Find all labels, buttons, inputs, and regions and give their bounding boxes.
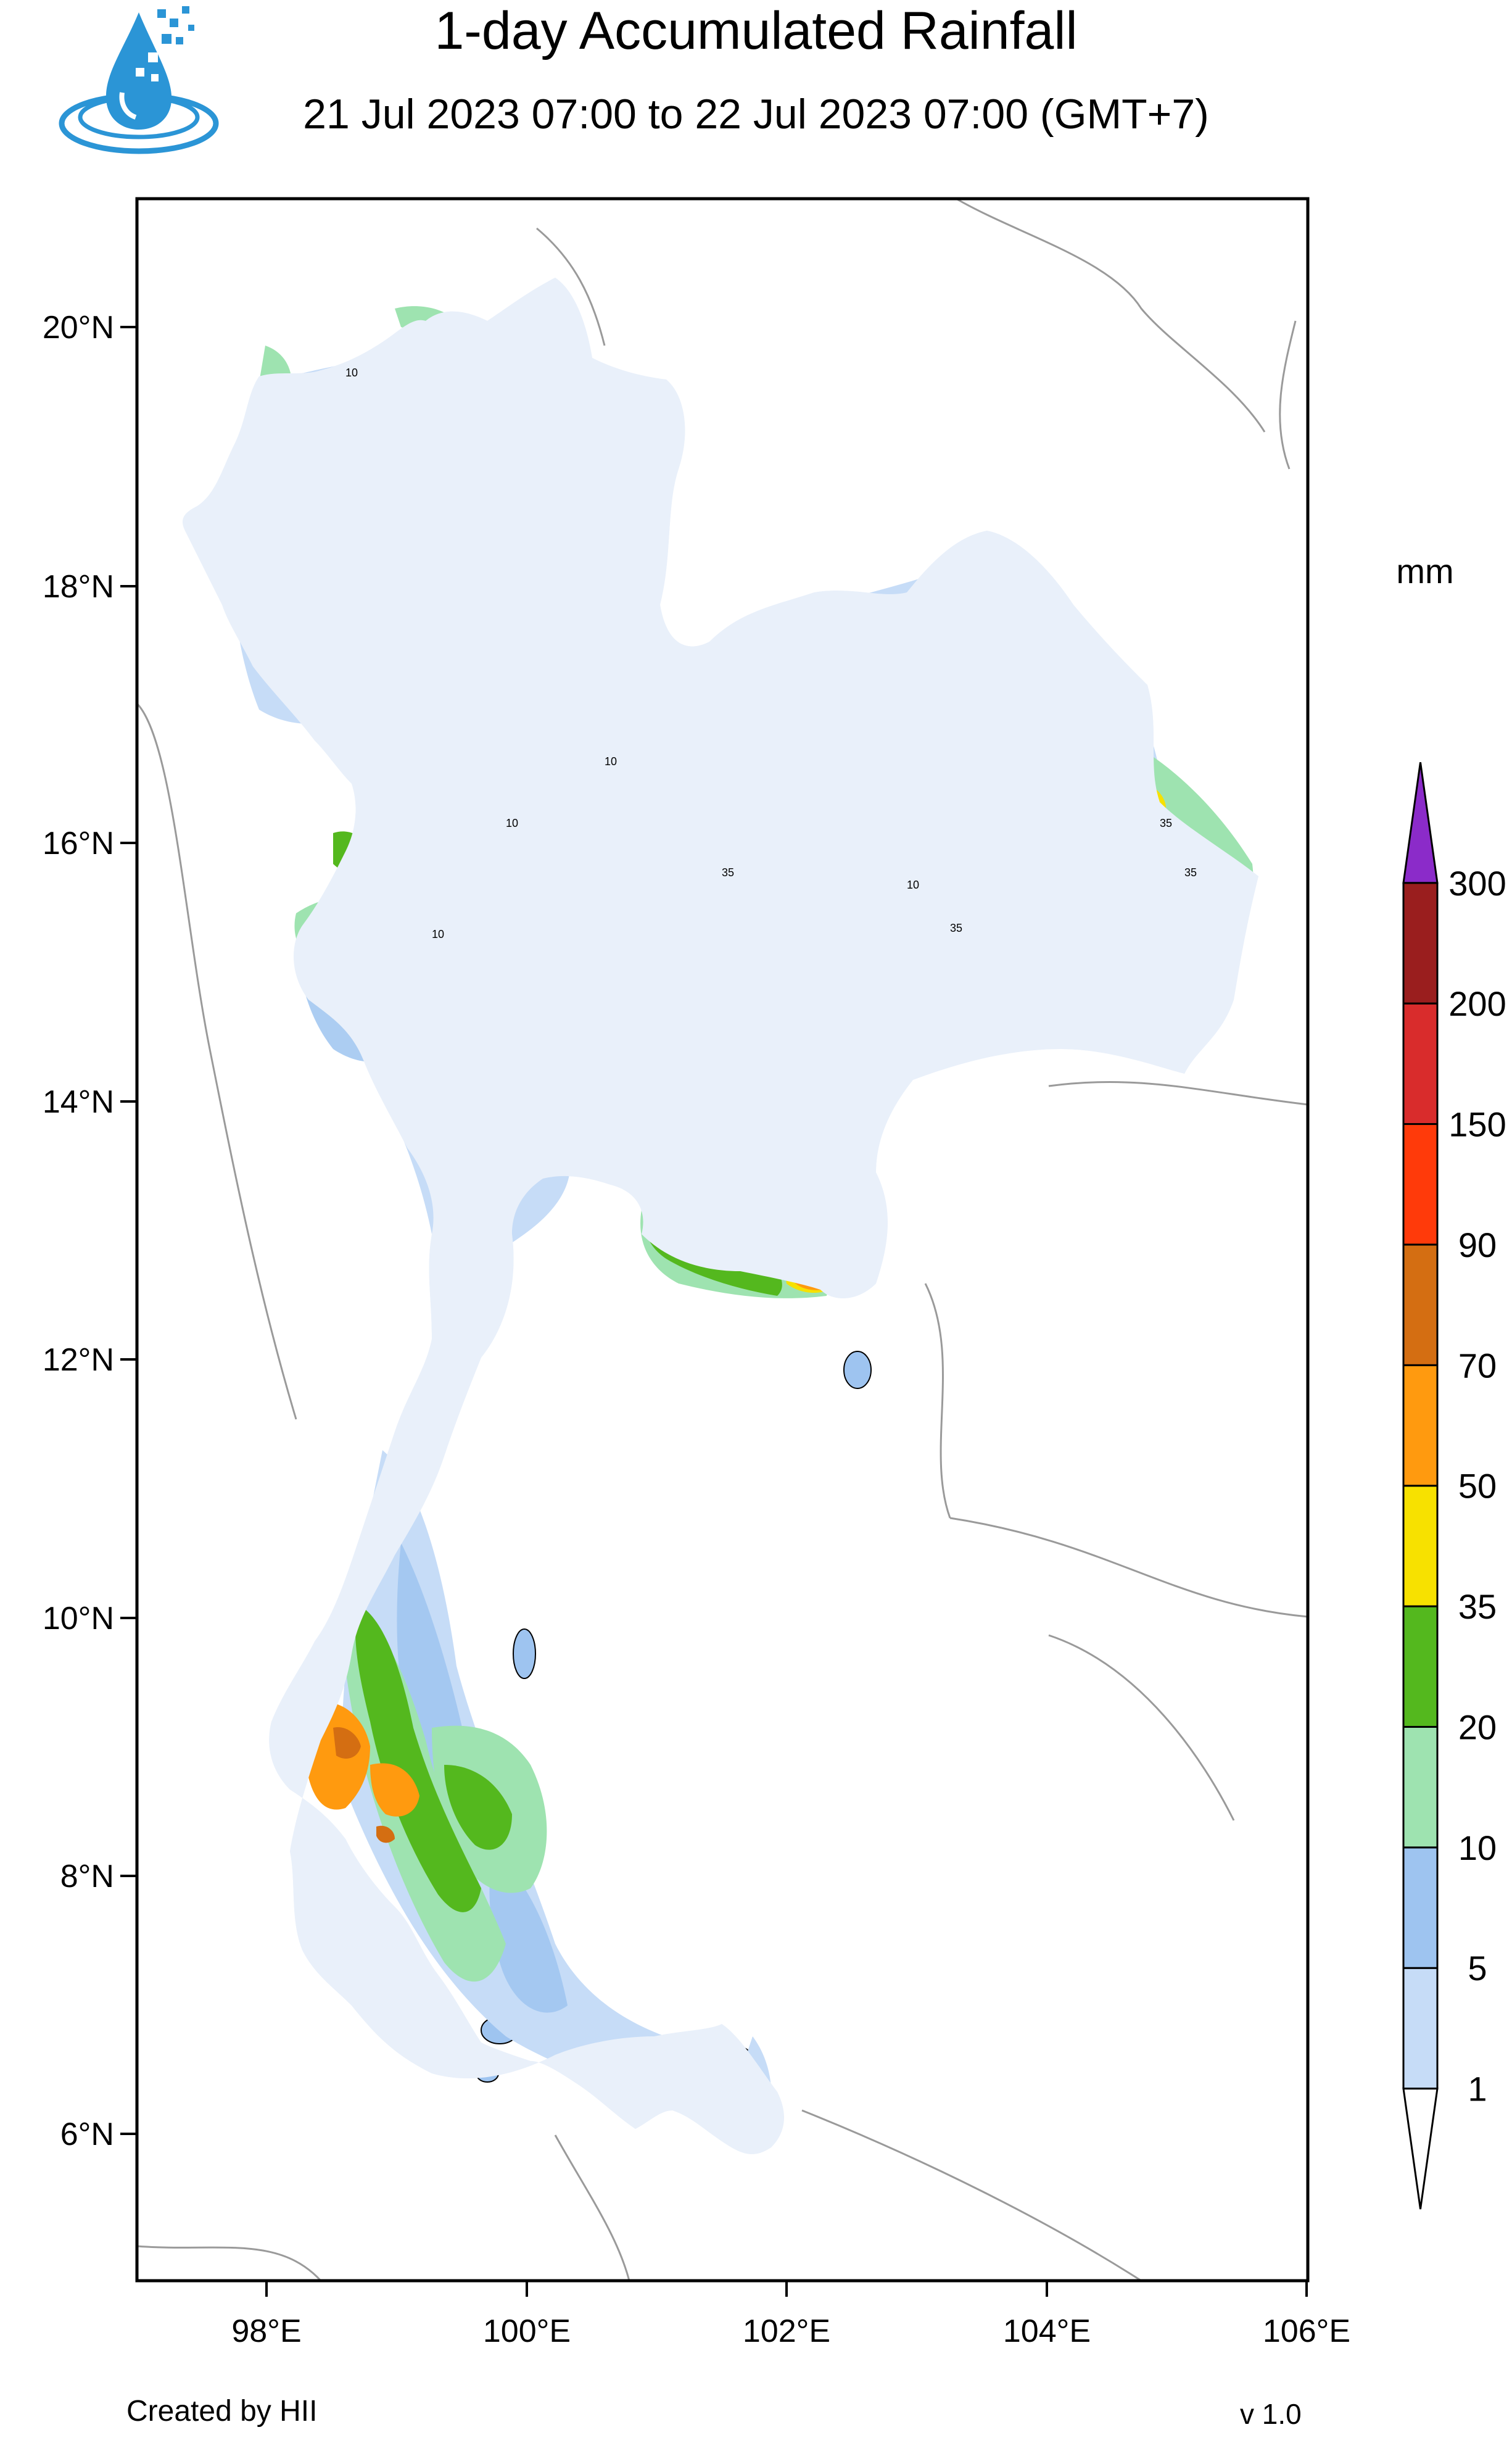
legend-swatch	[1402, 1725, 1439, 1849]
lat-label: 6°N	[60, 2117, 114, 2152]
legend-swatch	[1402, 2088, 1439, 2210]
svg-text:10: 10	[345, 367, 358, 379]
lon-label: 104°E	[1003, 2313, 1091, 2349]
legend-swatch	[1402, 1967, 1439, 2090]
contour-labels: 10 10 10 10 35 35 35 35 10	[345, 367, 1197, 940]
svg-text:10: 10	[907, 879, 919, 891]
svg-text:10: 10	[605, 755, 617, 768]
longitude-labels: 98°E 100°E 102°E 104°E 106°E	[231, 2313, 1350, 2349]
lat-label: 12°N	[43, 1342, 114, 1378]
lat-label: 14°N	[43, 1084, 114, 1120]
legend-swatch	[1402, 1002, 1439, 1126]
lon-label: 106°E	[1263, 2313, 1350, 2349]
svg-text:35: 35	[1184, 866, 1197, 879]
legend-label: 10	[1458, 1828, 1497, 1867]
version-text: v 1.0	[1240, 2398, 1302, 2430]
lat-label: 16°N	[43, 826, 114, 861]
neighbor-borders	[137, 199, 1308, 2281]
map-subtitle: 21 Jul 2023 07:00 to 22 Jul 2023 07:00 (…	[303, 91, 1209, 138]
legend-label: 150	[1448, 1105, 1506, 1144]
legend-label: 50	[1458, 1467, 1497, 1506]
lat-label: 18°N	[43, 569, 114, 605]
svg-text:10: 10	[432, 928, 444, 940]
legend-label: 300	[1448, 864, 1506, 903]
water-drop-logo-icon	[59, 6, 219, 154]
lat-label: 10°N	[43, 1601, 114, 1636]
legend-label: 200	[1448, 984, 1506, 1023]
legend-swatch	[1402, 1243, 1439, 1366]
legend-unit: mm	[1396, 552, 1453, 591]
legend-swatch	[1402, 1364, 1439, 1487]
legend-swatch	[1402, 882, 1439, 1005]
legend-label: 90	[1458, 1226, 1497, 1264]
lon-label: 100°E	[483, 2313, 571, 2349]
legend-labels: 1 5 10 20 35 50 70 90 150 200 300	[1448, 864, 1506, 2109]
legend-swatch	[1402, 762, 1439, 884]
map-title: 1-day Accumulated Rainfall	[434, 1, 1078, 60]
legend-swatch	[1402, 1605, 1439, 1728]
lat-label: 20°N	[43, 310, 114, 346]
latitude-labels: 20°N 18°N 16°N 14°N 12°N 10°N 8°N 6°N	[43, 310, 114, 2152]
legend-label: 70	[1458, 1346, 1497, 1385]
lat-label: 8°N	[60, 1859, 114, 1894]
legend-swatch	[1402, 1123, 1439, 1246]
legend-swatch	[1402, 1846, 1439, 1969]
legend-label: 20	[1458, 1707, 1497, 1746]
svg-text:35: 35	[950, 922, 962, 934]
legend-swatch	[1402, 1485, 1439, 1607]
svg-text:10: 10	[506, 817, 518, 829]
lon-label: 102°E	[743, 2313, 830, 2349]
svg-text:35: 35	[722, 866, 734, 879]
legend-label: 5	[1468, 1949, 1487, 1988]
legend-colorbar	[1402, 762, 1439, 2210]
map-frame	[135, 197, 1310, 2283]
legend: mm 1 5 10 20 35 50 70 90 150 200 300	[1396, 552, 1506, 2210]
svg-text:35: 35	[1160, 817, 1172, 829]
lon-label: 98°E	[231, 2313, 301, 2349]
legend-label: 1	[1468, 2070, 1487, 2109]
legend-label: 35	[1458, 1587, 1497, 1626]
longitude-ticks	[265, 2281, 1308, 2297]
credit-text: Created by HII	[126, 2395, 318, 2428]
latitude-ticks	[120, 326, 137, 2135]
